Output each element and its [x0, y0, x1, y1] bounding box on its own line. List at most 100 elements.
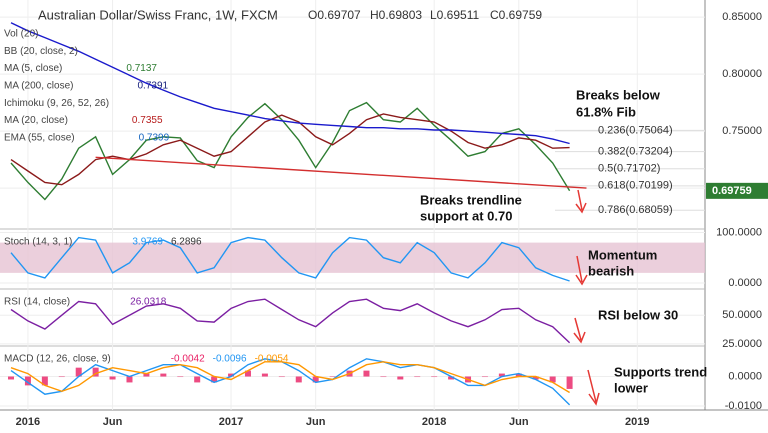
histogram-bar	[312, 376, 319, 383]
ohlc: C0.69759	[490, 8, 542, 22]
histogram-bar	[397, 376, 404, 380]
indicator-label: MA (200, close)	[4, 81, 73, 92]
x-tick-label: 2018	[422, 416, 446, 428]
arrow	[575, 255, 588, 286]
series-line	[10, 101, 571, 201]
histogram-bar	[8, 376, 15, 380]
histogram-bar	[329, 376, 336, 378]
indicator-label: Vol (20)	[4, 29, 38, 40]
fib-label: 0.5(0.71702)	[598, 163, 660, 175]
x-tick-label: 2019	[625, 416, 649, 428]
histogram-bar	[414, 376, 421, 378]
indicator-label: Ichimoku (9, 26, 52, 26)	[4, 98, 109, 109]
indicator-label: MACD (12, 26, close, 9)	[4, 354, 111, 365]
histogram-bar	[143, 373, 150, 377]
x-tick-label: 2016	[16, 416, 40, 428]
histogram-bar	[549, 376, 556, 383]
histogram-bar	[211, 376, 218, 383]
y-tick-label: 0.0000	[728, 277, 762, 289]
y-tick-label: 0.0000	[728, 370, 762, 382]
annotation: Momentum	[588, 247, 657, 262]
histogram-bar	[109, 376, 116, 380]
histogram-bar	[295, 376, 302, 383]
annotation: 61.8% Fib	[576, 104, 636, 119]
ohlc: L0.69511	[430, 8, 479, 22]
histogram-bar	[261, 373, 268, 377]
indicator-value: 0.7355	[132, 115, 163, 126]
indicator-value: 0.7137	[126, 63, 157, 74]
indicator-label: BB (20, close, 2)	[4, 46, 78, 57]
indicator-value: 3.9769	[132, 237, 163, 248]
histogram-bar	[92, 367, 99, 377]
indicator-label: MA (5, close)	[4, 63, 62, 74]
x-tick-label: Jun	[509, 416, 529, 428]
ohlc: O0.69707	[308, 8, 361, 22]
x-tick-label: Jun	[306, 416, 326, 428]
histogram-bar	[160, 373, 167, 377]
fib-label: 0.236(0.75064)	[598, 124, 673, 136]
arrow	[573, 317, 586, 344]
price-tag	[706, 182, 768, 199]
annotation: bearish	[588, 263, 634, 278]
y-tick-label: 50.0000	[722, 309, 762, 321]
price-tag-label: 0.69759	[712, 185, 752, 197]
y-tick-label: 0.80000	[722, 68, 762, 80]
series-line	[10, 298, 571, 344]
histogram-bar	[566, 376, 573, 389]
annotation: Breaks trendline	[420, 192, 522, 207]
y-tick-label: 0.75000	[722, 125, 762, 137]
indicator-label: MA (20, close)	[4, 115, 68, 126]
histogram-bar	[380, 376, 387, 378]
histogram-bar	[126, 376, 133, 383]
histogram-bar	[431, 376, 438, 378]
ohlc: H0.69803	[370, 8, 422, 22]
annotation: Breaks below	[576, 87, 661, 102]
fib-label: 0.786(0.68059)	[598, 204, 673, 216]
indicator-value: 6.2896	[171, 237, 202, 248]
series-line	[95, 156, 587, 189]
y-tick-label: 100.0000	[716, 226, 762, 238]
fib-label: 0.618(0.70199)	[598, 180, 673, 192]
histogram-bar	[58, 376, 65, 378]
arrow	[587, 369, 600, 406]
y-tick-label: 25.0000	[722, 338, 762, 350]
chart-title: Australian Dollar/Swiss Franc, 1W, FXCM	[38, 7, 278, 22]
fib-label: 0.382(0.73204)	[598, 145, 673, 157]
indicator-value: -0.0042	[171, 354, 205, 365]
layer	[0, 0, 705, 410]
indicator-value: 0.7399	[139, 132, 170, 143]
indicator-label: Stoch (14, 3, 1)	[4, 237, 72, 248]
band	[0, 242, 705, 273]
y-tick-label: -0.0100	[725, 400, 762, 412]
histogram-bar	[177, 376, 184, 378]
histogram-bar	[498, 373, 505, 377]
annotation: RSI below 30	[598, 307, 678, 322]
histogram-bar	[532, 376, 539, 380]
indicator-label: RSI (14, close)	[4, 297, 70, 308]
x-tick-label: 2017	[219, 416, 243, 428]
histogram-bar	[515, 373, 522, 377]
histogram-bar	[244, 370, 251, 377]
histogram-bar	[194, 376, 201, 383]
histogram-bar	[75, 367, 82, 377]
histogram-bar	[228, 373, 235, 377]
indicator-value: 26.0318	[130, 297, 167, 308]
histogram-bar	[24, 376, 31, 386]
annotation: Supports trend	[614, 364, 707, 379]
indicator-value: 0.7391	[137, 81, 168, 92]
x-tick-label: Jun	[103, 416, 123, 428]
arrow	[575, 189, 587, 214]
indicator-value: -0.0096	[213, 354, 247, 365]
histogram-bar	[363, 370, 370, 377]
y-tick-label: 0.85000	[722, 11, 762, 23]
histogram-bar	[448, 376, 455, 380]
series-line	[10, 22, 570, 145]
annotation: support at 0.70	[420, 208, 512, 223]
series-line	[10, 236, 570, 282]
series-line	[10, 361, 570, 394]
series-line	[10, 358, 571, 406]
histogram-bar	[41, 376, 48, 386]
histogram-bar	[278, 376, 285, 378]
